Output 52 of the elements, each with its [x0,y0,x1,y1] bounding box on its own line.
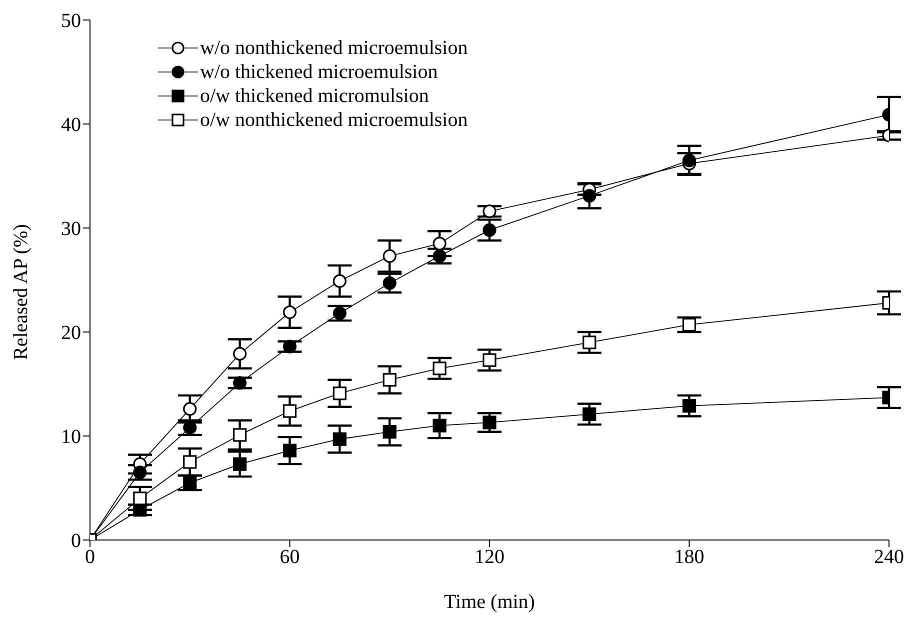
point [382,249,396,263]
point [432,362,446,376]
y-tick-label: 40 [61,114,81,136]
point [183,455,197,469]
x-tick-label: 60 [280,546,300,568]
point [282,340,297,354]
point [233,376,247,390]
point [382,373,396,387]
point [233,347,247,361]
point [432,418,446,432]
legend-label: o/w thickened micromulsion [200,84,429,108]
point [282,444,297,458]
point [682,318,696,332]
y-tick-label: 30 [61,218,81,240]
point [682,154,696,168]
point [582,407,596,421]
y-tick-label: 10 [61,426,81,448]
point [482,223,496,237]
point [332,306,346,320]
point [183,476,197,490]
point [133,492,147,506]
legend-label: o/w nonthickened microemulsion [200,108,468,132]
point [482,416,496,430]
point [482,353,496,367]
y-tick-label: 50 [61,10,81,32]
point [282,404,297,418]
x-axis-title: Time (min) [444,591,535,613]
point [432,236,446,250]
y-axis-title: Released AP (%) [10,224,32,360]
point [332,274,346,288]
point [332,432,346,446]
legend-label: w/o thickened microemulsion [200,60,438,84]
point [233,457,247,471]
x-tick-label: 0 [85,546,95,568]
y-tick-label: 20 [61,322,81,344]
point [682,399,696,413]
point [332,386,346,400]
point [233,428,247,442]
x-tick-label: 240 [874,546,904,568]
point [282,305,297,320]
point [582,336,596,350]
point [382,276,396,290]
point [183,402,197,416]
point [382,425,396,439]
point [133,466,147,480]
point [432,249,446,263]
x-tick-label: 180 [674,546,704,568]
x-tick-label: 120 [474,546,504,568]
legend-label: w/o nonthickened microemulsion [200,36,468,60]
y-tick-label: 0 [71,530,81,552]
point [482,204,496,218]
point [582,188,596,203]
